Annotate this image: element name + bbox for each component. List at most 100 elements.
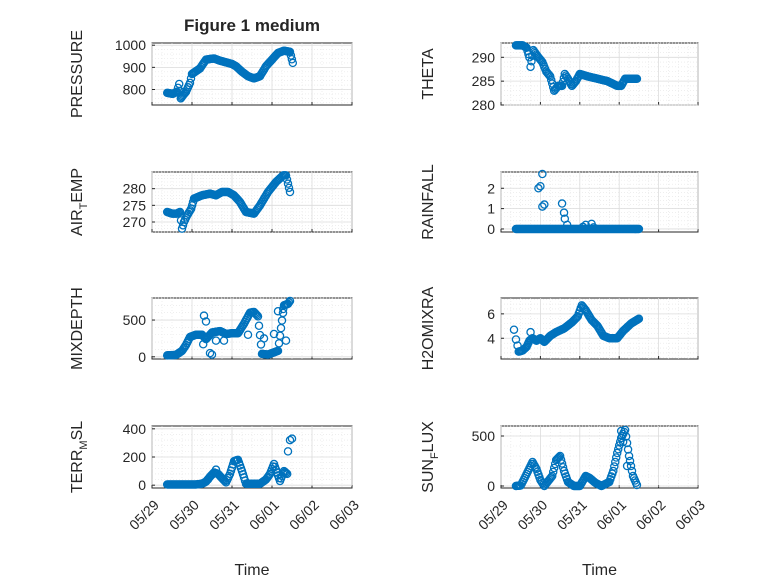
data-point	[616, 426, 626, 436]
data-point	[611, 453, 621, 462]
data-point	[526, 62, 535, 72]
axes-pressure: 800 900 1000 PRESSURE	[69, 30, 353, 118]
x-tick-label: 06/01	[593, 497, 629, 533]
data-point	[562, 220, 572, 230]
y-tick-label: 800	[123, 82, 147, 98]
axes-sun-flux: 0 500 05/29 05/30 05/31 06/01 06/02 06/03 Time SU…	[420, 421, 708, 579]
axes-theta: 280 285 290 THETA	[420, 41, 699, 113]
x-tick-label: 06/03	[326, 497, 362, 533]
y-tick-label: 1	[487, 201, 495, 217]
data-point	[284, 298, 294, 307]
data-point	[545, 70, 554, 80]
data-point	[540, 200, 549, 209]
data-point	[612, 448, 622, 458]
data-point	[559, 208, 569, 217]
data-point	[281, 468, 291, 478]
axes-mixdepth: 0 500 MIXDEPTH	[69, 287, 353, 370]
data-point	[610, 462, 619, 471]
y-tick-label: 285	[472, 73, 496, 89]
data-point	[198, 340, 208, 349]
x-tick-label: 06/02	[286, 497, 322, 533]
y-tick-label: 270	[123, 214, 147, 230]
data-point	[285, 296, 295, 306]
data-point	[557, 459, 567, 468]
x-tick-label: 05/30	[514, 497, 550, 533]
data-point	[287, 54, 297, 64]
axes-rainfall: 0 1 2 RAINFALL	[420, 164, 699, 240]
data-point	[534, 184, 543, 193]
data-point	[624, 451, 634, 461]
data-point	[283, 179, 293, 188]
data-point	[252, 311, 262, 320]
x-axis-label: Time	[582, 562, 617, 579]
data-point	[634, 314, 644, 323]
x-tick-label: 06/03	[672, 497, 708, 533]
y-axis-label: RAINFALL	[420, 164, 437, 240]
data-point	[285, 187, 295, 197]
data-point	[219, 336, 229, 345]
data-point	[207, 350, 217, 359]
data-point	[185, 78, 195, 88]
data-point	[546, 472, 556, 482]
data-point	[581, 220, 590, 230]
data-point	[622, 461, 632, 471]
data-point	[203, 475, 213, 484]
y-axis-label: PRESSURE	[69, 30, 86, 118]
data-point	[555, 451, 565, 461]
data-point	[282, 175, 292, 184]
data-point	[254, 321, 264, 330]
axes-h2omixra: 4 6 H2OMIXRA	[420, 286, 699, 370]
data-point	[536, 181, 545, 191]
data-point	[219, 475, 229, 485]
data-point	[253, 312, 263, 321]
data-point	[511, 335, 521, 344]
y-tick-label: 500	[472, 428, 496, 444]
data-point	[172, 87, 182, 96]
data-point	[285, 435, 295, 445]
data-point	[211, 465, 221, 474]
data-point	[282, 469, 292, 479]
data-point	[205, 348, 215, 358]
data-point	[538, 202, 547, 211]
y-tick-label: 0	[487, 478, 495, 494]
y-tick-label: 290	[472, 49, 496, 65]
x-tick-label: 05/29	[126, 497, 162, 533]
y-tick-label: 6	[487, 306, 495, 322]
y-tick-label: 280	[123, 181, 147, 197]
x-tick-label: 05/31	[554, 497, 590, 533]
y-tick-label: 2	[487, 180, 495, 196]
data-point	[287, 434, 297, 443]
data-point	[626, 461, 636, 471]
data-point	[179, 89, 189, 99]
data-point	[527, 57, 536, 66]
y-axis-label: AIRTEMP	[69, 168, 90, 236]
data-point	[589, 223, 598, 232]
data-point	[509, 325, 519, 334]
data-point	[278, 304, 288, 314]
data-point	[175, 207, 185, 217]
data-point	[513, 341, 522, 350]
data-point	[609, 466, 618, 476]
y-tick-label: 0	[138, 349, 146, 365]
data-point	[632, 480, 642, 490]
data-point	[618, 437, 628, 447]
data-point	[211, 336, 221, 345]
figure-title: Figure 1 medium	[184, 16, 320, 35]
x-tick-label: 05/30	[166, 497, 202, 533]
data-point	[280, 467, 290, 477]
y-tick-label: 900	[123, 59, 147, 75]
data-point	[632, 74, 642, 84]
y-axis-label: H2OMIXRA	[420, 286, 437, 370]
y-axis-label: SUNFLUX	[420, 421, 441, 493]
x-tick-label: 05/31	[206, 497, 242, 533]
y-tick-label: 0	[138, 477, 146, 493]
x-axis-label: Time	[235, 562, 270, 579]
data-point	[259, 334, 269, 343]
data-point	[613, 444, 623, 454]
data-point	[283, 447, 293, 456]
data-point	[611, 457, 620, 467]
x-tick-label: 06/01	[246, 497, 282, 533]
